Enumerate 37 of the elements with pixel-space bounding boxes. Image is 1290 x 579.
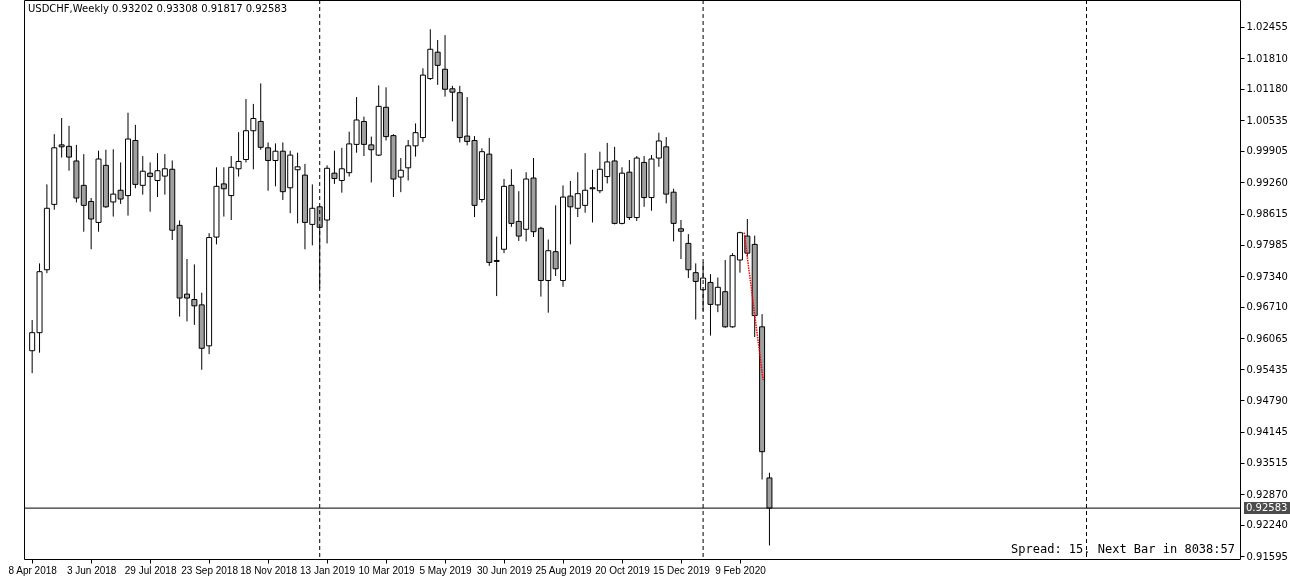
x-tick-label: 15 Dec 2019	[653, 564, 711, 576]
y-tick-label: 0.94145	[1246, 426, 1288, 438]
annotation: Spread: 15. Next Bar in 8038:57	[1011, 542, 1235, 556]
x-tick-label: 25 Aug 2019	[535, 564, 593, 576]
x-tick-label: 13 Jan 2019	[300, 564, 356, 576]
y-tick-label: 1.00535	[1246, 114, 1288, 126]
x-tick-label: 9 Feb 2020	[715, 564, 767, 576]
y-tick-label: 0.94790	[1246, 394, 1288, 406]
x-tick-label: 5 May 2019	[419, 564, 473, 576]
x-tick-label: 18 Nov 2018	[240, 564, 298, 576]
y-tick-label: 0.97985	[1246, 239, 1288, 251]
y-tick-label: 1.02455	[1246, 21, 1288, 33]
y-tick-label: 0.92870	[1246, 488, 1288, 500]
candlestick	[493, 236, 500, 297]
candlestick	[434, 39, 441, 86]
x-tick-label: 8 Apr 2018	[8, 564, 58, 576]
y-tick-label: 1.01180	[1246, 83, 1288, 95]
x-tick-label: 3 Jun 2018	[66, 564, 117, 576]
y-tick-label: 0.95435	[1246, 363, 1288, 375]
y-tick-label: 1.01810	[1246, 52, 1288, 64]
x-tick-label: 23 Sep 2018	[181, 564, 239, 576]
y-tick-label: 0.96065	[1246, 332, 1288, 344]
y-tick-label: 0.97340	[1246, 270, 1288, 282]
candlestick	[677, 219, 684, 260]
y-tick-label: 0.91595	[1246, 550, 1288, 562]
ref-line-label: 0.92583	[1246, 502, 1288, 514]
y-tick-label: 0.93515	[1246, 457, 1288, 469]
x-tick-label: 10 Mar 2019	[358, 564, 416, 576]
x-tick-label: 20 Oct 2019	[595, 564, 651, 576]
x-tick-label: 29 Jul 2018	[124, 564, 177, 576]
y-tick-label: 0.99260	[1246, 176, 1288, 188]
chart-title: USDCHF,Weekly 0.93202 0.93308 0.91817 0.92583	[28, 3, 288, 14]
x-tick-label: 30 Jun 2019	[477, 564, 533, 576]
y-tick-label: 0.99905	[1246, 145, 1288, 157]
y-tick-label: 0.92240	[1246, 519, 1288, 531]
y-tick-label: 0.98615	[1246, 208, 1288, 220]
y-tick-label: 0.96710	[1246, 301, 1288, 313]
